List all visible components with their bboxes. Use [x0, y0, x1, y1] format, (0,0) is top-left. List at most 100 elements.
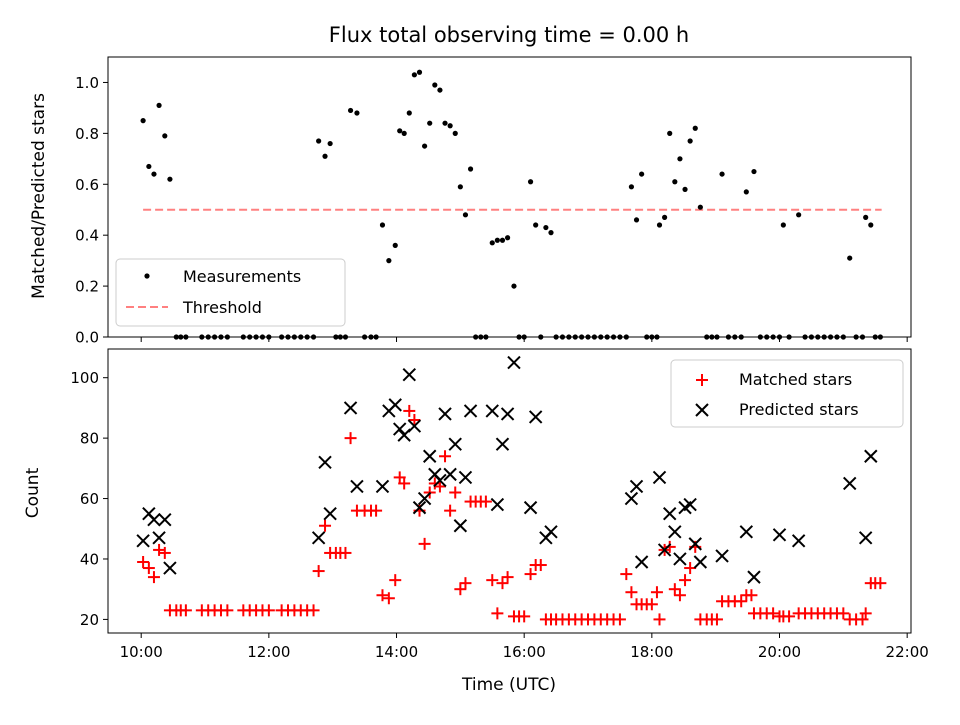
matched-star-marker	[524, 568, 537, 581]
predicted-star-marker	[350, 479, 364, 494]
matched-stars-legend-label: Matched stars	[739, 370, 852, 389]
matched-star-marker	[370, 504, 383, 517]
predicted-stars-legend-marker	[695, 403, 709, 417]
matched-star-marker	[319, 519, 332, 532]
measurement-point	[527, 179, 534, 185]
predicted-star-marker	[388, 398, 402, 412]
x-tick-label: 10:00	[120, 643, 163, 661]
predicted-star-marker	[136, 534, 150, 548]
top-legend: Measurements Threshold	[115, 258, 346, 327]
matched-star-marker	[534, 559, 547, 572]
matched-star-marker	[613, 613, 626, 626]
predicted-stars-series	[136, 355, 878, 584]
matched-star-marker	[518, 610, 531, 623]
bottom-y-tick-label: 80	[80, 430, 99, 448]
matched-star-marker	[663, 540, 676, 553]
x-axis-label: Time (UTC)	[461, 675, 556, 695]
x-tick-label: 12:00	[247, 643, 290, 661]
x-tick-label: 18:00	[630, 643, 673, 661]
matched-star-marker	[221, 604, 234, 617]
measurement-point	[677, 156, 683, 162]
matched-star-marker	[684, 562, 697, 575]
threshold-legend-label: Threshold	[182, 298, 262, 317]
bottom-y-tick-label: 20	[80, 611, 99, 629]
measurement-point	[457, 184, 463, 190]
predicted-star-marker	[858, 531, 873, 545]
measurement-point	[427, 120, 433, 126]
x-tick-label: 14:00	[375, 643, 418, 661]
matched-star-marker	[874, 577, 887, 590]
matched-star-marker	[620, 568, 633, 581]
bottom-legend: Matched stars Predicted stars	[670, 359, 904, 428]
predicted-star-marker	[463, 404, 478, 418]
measurement-point	[719, 171, 725, 177]
measurement-point	[411, 72, 417, 78]
matched-star-marker	[673, 589, 686, 602]
measurement-point	[437, 87, 443, 93]
matched-star-marker	[449, 486, 462, 499]
matched-star-marker	[158, 546, 171, 559]
measurement-point	[347, 107, 354, 114]
measurements-legend-label: Measurements	[183, 267, 301, 286]
bottom-x-ticks: 10:00 12:00 14:00 16:00 18:00 20:00 22:00	[120, 633, 929, 661]
predicted-star-marker	[683, 497, 697, 512]
bottom-y-tick-label: 40	[80, 550, 99, 568]
measurement-point	[447, 123, 453, 129]
predicted-star-marker	[147, 512, 161, 527]
top-y-tick-label: 0.0	[75, 329, 99, 347]
predicted-star-marker	[544, 525, 558, 539]
top-y-tick-label: 0.6	[75, 176, 99, 194]
predicted-star-marker	[423, 449, 437, 463]
matched-star-marker	[389, 574, 402, 587]
predicted-star-marker	[495, 437, 510, 451]
bottom-y-ticks: 20 40 60 80 100	[70, 369, 108, 629]
matched-star-marker	[625, 586, 638, 599]
matched-star-marker	[454, 583, 467, 596]
matched-star-marker	[398, 477, 411, 490]
matched-star-marker	[710, 613, 723, 626]
predicted-star-marker	[448, 437, 462, 451]
predicted-star-marker	[433, 473, 447, 488]
measurements-legend-marker	[144, 273, 150, 279]
matched-star-marker	[679, 574, 692, 587]
measurement-point	[639, 171, 645, 177]
top-legend-box	[115, 258, 346, 327]
predicted-star-marker	[507, 355, 521, 370]
matched-star-marker	[653, 613, 666, 626]
predicted-star-marker	[652, 470, 667, 485]
measurement-point	[682, 186, 688, 192]
measurement-point	[156, 102, 162, 108]
predicted-star-marker	[500, 407, 515, 421]
measurement-point	[533, 222, 539, 228]
matched-star-marker	[344, 432, 357, 445]
predicted-star-marker	[663, 506, 677, 521]
measurement-point	[401, 130, 407, 136]
predicted-star-marker	[412, 500, 427, 515]
measurement-point	[322, 153, 328, 159]
top-y-ticks: 0.0 0.2 0.4 0.6 0.8 1.0	[75, 74, 108, 347]
matched-star-marker	[142, 562, 155, 575]
measurement-point	[667, 130, 673, 136]
matched-star-marker	[147, 571, 160, 584]
matched-star-marker	[439, 450, 452, 463]
measurement-point	[140, 118, 146, 124]
measurement-point	[662, 214, 668, 220]
predicted-star-marker	[528, 410, 543, 424]
matched-star-marker	[767, 607, 780, 620]
matched-star-marker	[376, 589, 389, 602]
measurement-point	[462, 212, 469, 218]
matched-star-marker	[479, 495, 492, 508]
predicted-star-marker	[490, 497, 505, 512]
predicted-star-marker	[843, 476, 857, 491]
measurement-point	[442, 120, 448, 126]
matched-star-marker	[859, 607, 872, 620]
predicted-star-marker	[739, 525, 754, 539]
matched-star-marker	[262, 604, 275, 617]
predicted-star-marker	[668, 525, 682, 539]
measurement-point	[397, 128, 403, 134]
measurement-point	[548, 230, 554, 236]
matched-star-marker	[645, 598, 658, 611]
matched-stars-legend-marker	[696, 374, 708, 386]
